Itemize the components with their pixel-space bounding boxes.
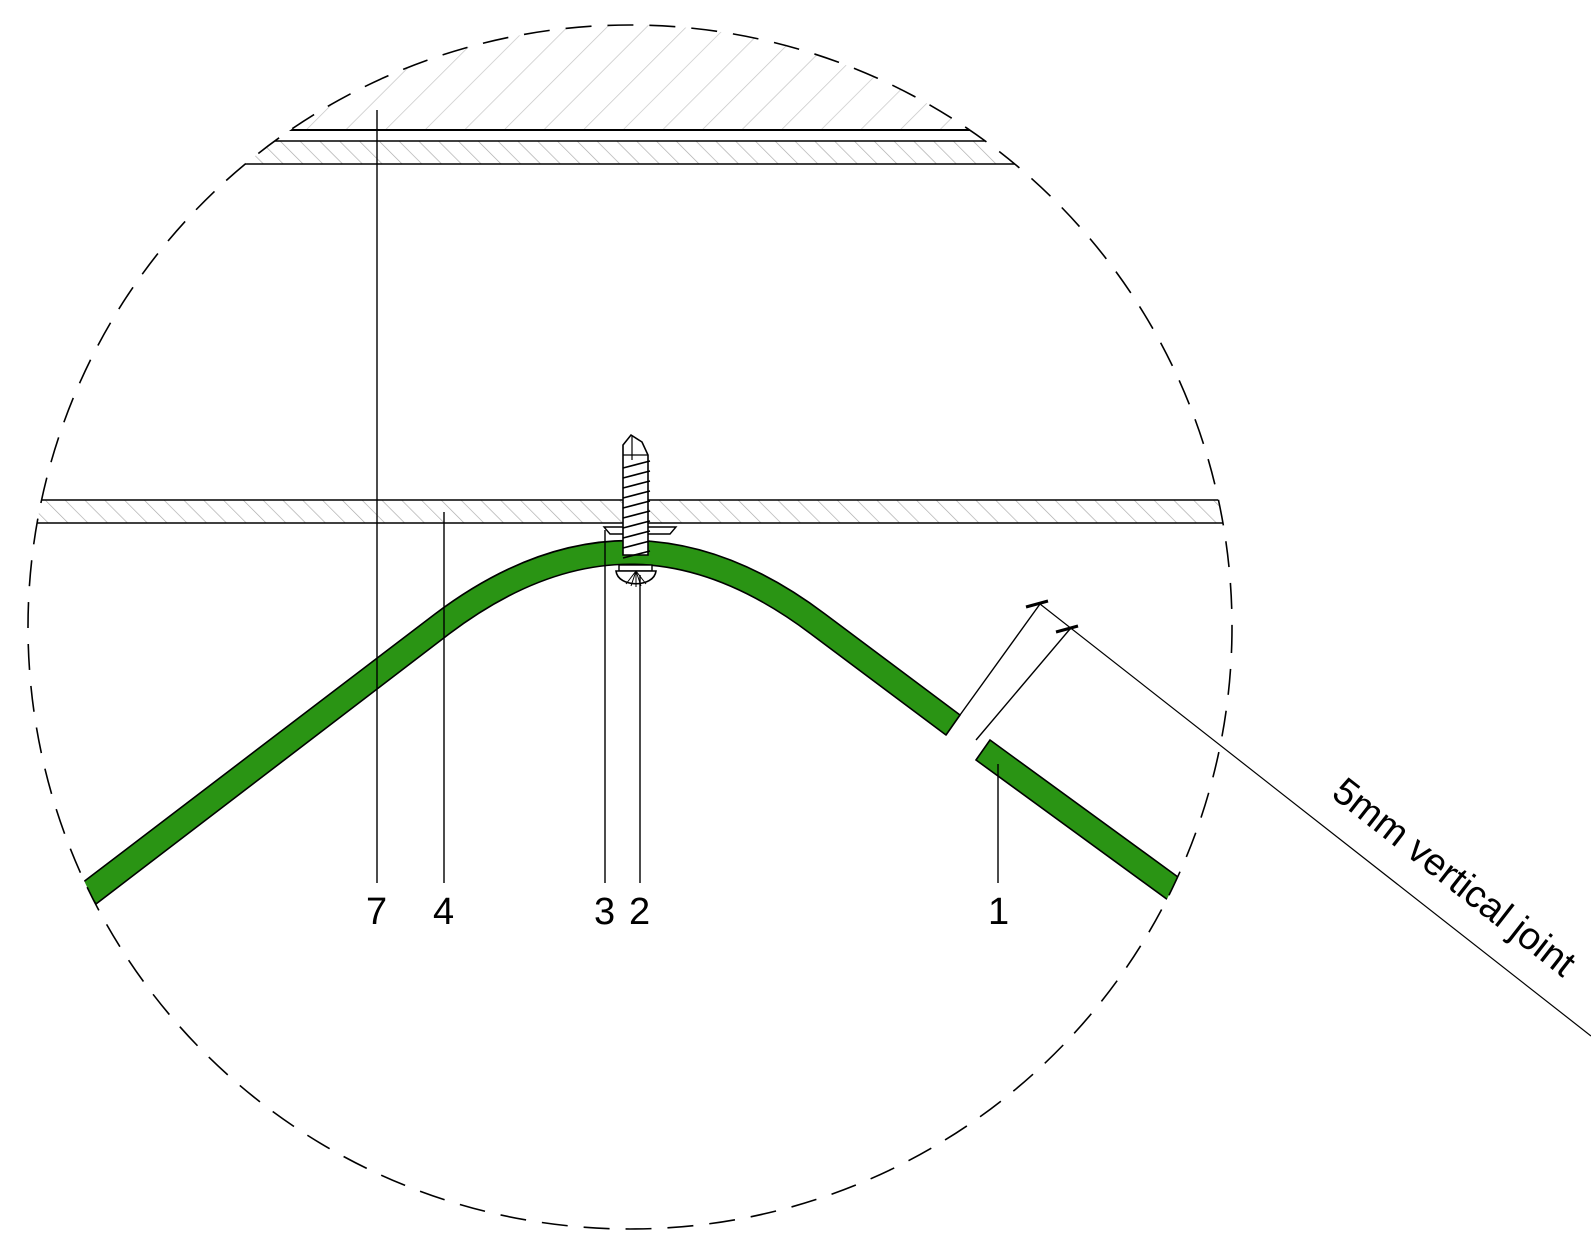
joint-extension-line-left: [959, 603, 1041, 716]
callout-4: 4: [433, 891, 454, 933]
joint-dimension-leader: [1039, 603, 1591, 1037]
detail-boundary-circle: [27, 24, 1233, 1230]
profiled-panel-left: [81, 539, 961, 905]
callout-7: 7: [366, 891, 387, 933]
joint-extension-line-right: [975, 628, 1071, 741]
board-layer-hatch: [28, 500, 1232, 523]
top-board-hatch: [28, 141, 1232, 164]
joint-tick-right: [1055, 624, 1079, 634]
profiled-panel-right: [974, 738, 1195, 910]
top-backing-hatch: [28, 25, 1232, 130]
leader-lines: [376, 110, 999, 883]
callout-3: 3: [594, 891, 615, 933]
callout-1: 1: [988, 891, 1009, 933]
joint-dimension: [959, 599, 1591, 1037]
screw-icon: [615, 433, 657, 587]
joint-tick-left: [1025, 599, 1049, 609]
callout-2: 2: [629, 891, 650, 933]
joint-dimension-label: 5mm vertical joint: [1324, 770, 1583, 985]
